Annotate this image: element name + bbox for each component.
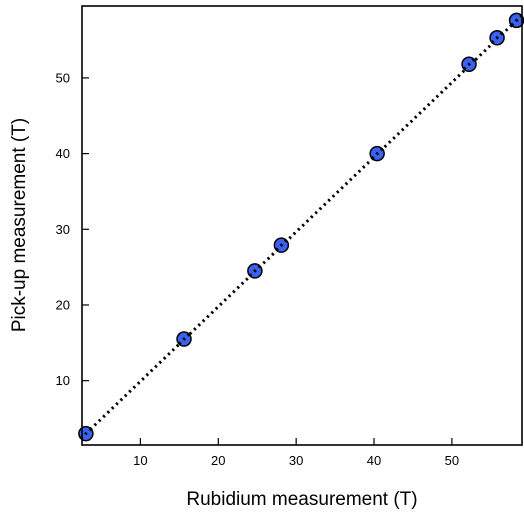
x-tick-label: 20 — [211, 453, 225, 468]
x-axis-ticks: 10 20 30 40 50 — [133, 438, 459, 468]
x-tick-label: 10 — [133, 453, 147, 468]
chart-marks — [78, 12, 524, 442]
y-tick-label: 10 — [56, 373, 70, 388]
fit-line-overlay — [490, 31, 504, 44]
y-tick-label: 50 — [56, 70, 70, 85]
x-tick-label: 30 — [289, 453, 303, 468]
y-tick-label: 20 — [56, 297, 70, 312]
x-tick-label: 40 — [367, 453, 381, 468]
fit-line-overlay — [275, 239, 288, 252]
y-tick-label: 40 — [56, 146, 70, 161]
fit-line-overlay — [79, 427, 92, 440]
fit-line-overlay — [248, 264, 261, 277]
y-axis-ticks: 10 20 30 40 50 — [56, 70, 89, 388]
y-tick-label: 30 — [56, 222, 70, 237]
fit-line-overlay — [510, 14, 523, 27]
x-tick-label: 50 — [445, 453, 459, 468]
fit-line-overlay — [462, 58, 476, 71]
plot-frame — [81, 5, 523, 446]
y-axis-label: Pick-up measurement (T) — [9, 118, 30, 332]
fit-line-overlay — [371, 147, 384, 160]
x-axis-label: Rubidium measurement (T) — [186, 489, 417, 510]
fit-line-overlay — [177, 333, 191, 345]
fit-line — [84, 19, 518, 435]
